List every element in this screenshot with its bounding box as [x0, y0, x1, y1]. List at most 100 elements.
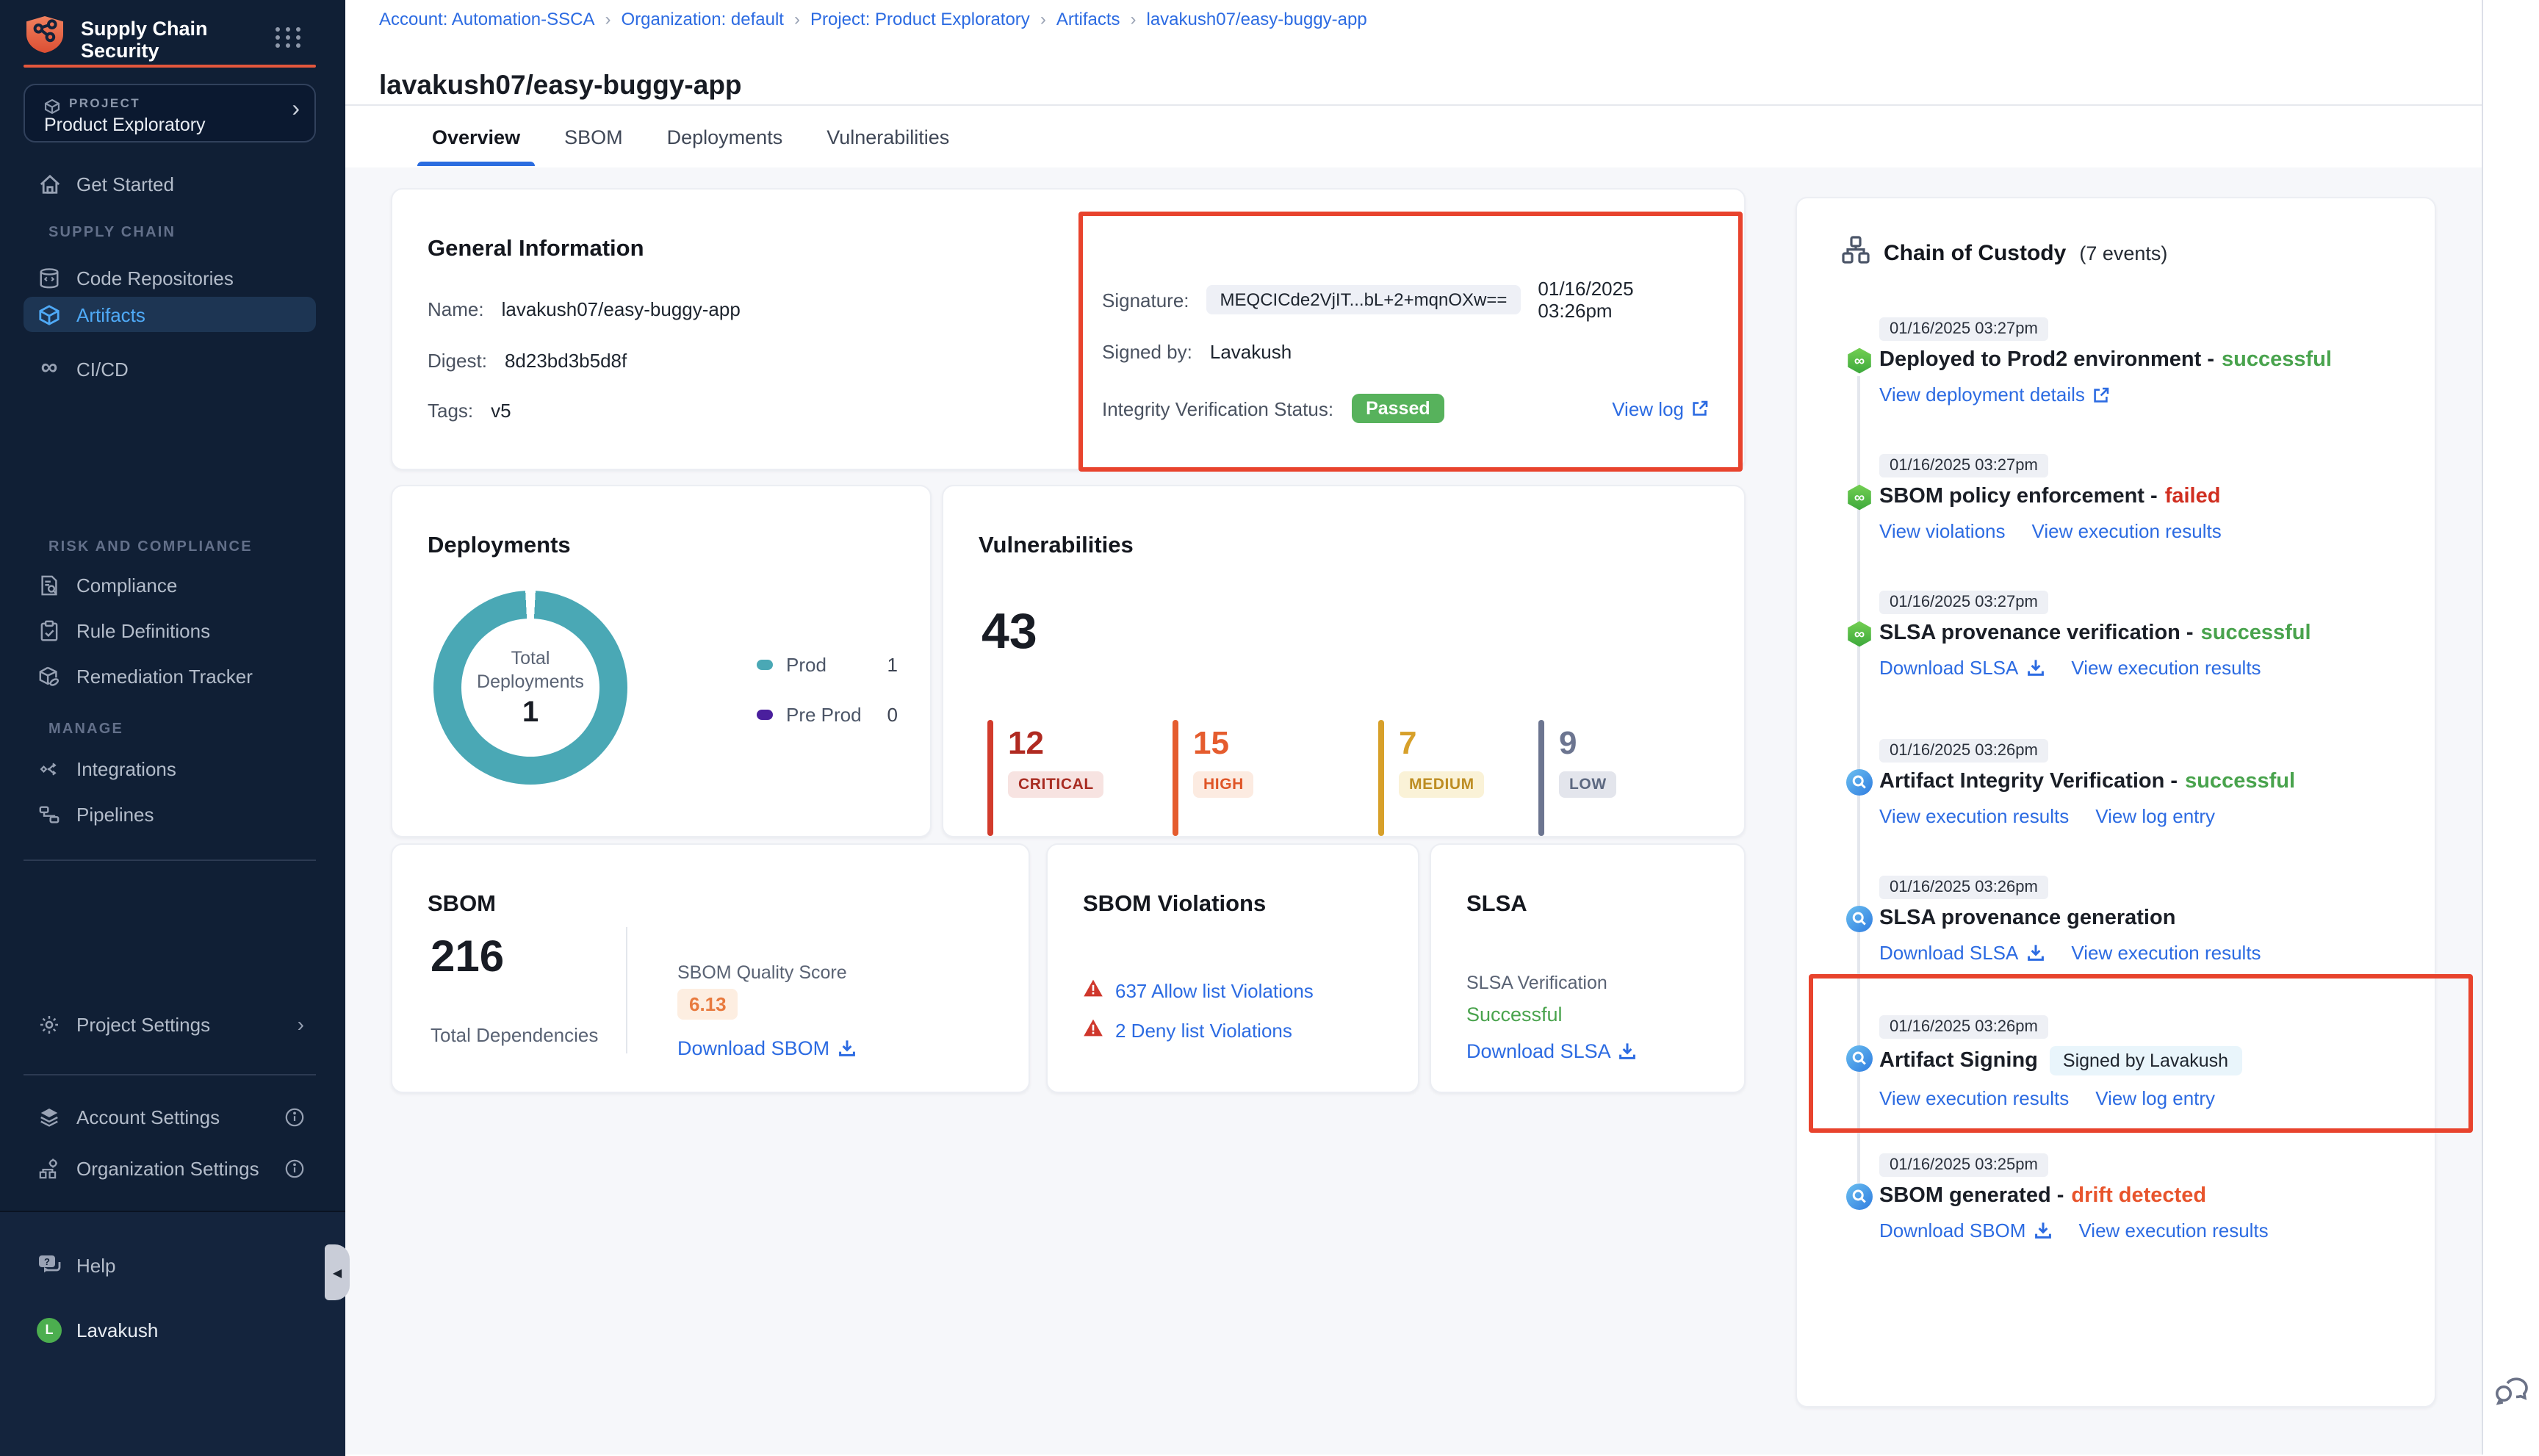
right-edge-panel	[2482, 0, 2539, 1455]
section-heading: SUPPLY CHAIN	[48, 225, 176, 241]
breadcrumb-separator: ›	[605, 9, 611, 29]
sidebar-user[interactable]: L Lavakush	[24, 1312, 316, 1347]
chain-event: 01/16/2025 03:27pmSBOM policy enforcemen…	[1879, 451, 2423, 542]
pipeline-icon	[37, 803, 62, 825]
sidebar: Supply Chain Security PROJECT Product Ex…	[0, 0, 345, 1455]
severity-bar	[987, 720, 993, 836]
warning-icon	[1083, 979, 1103, 1002]
general-info-field: Tags:v5	[428, 398, 511, 422]
sidebar-item-label: Project Settings	[76, 1013, 210, 1035]
tab-deployments[interactable]: Deployments	[664, 120, 786, 166]
sidebar-divider	[24, 1074, 316, 1075]
sidebar-item-get-started[interactable]: Get Started	[24, 166, 316, 201]
header-divider	[345, 104, 2482, 106]
event-status: drift detected	[2071, 1184, 2206, 1208]
event-link-view-deployment-details[interactable]: View deployment details	[1879, 383, 2110, 406]
event-link-view-execution-results[interactable]: View execution results	[1879, 805, 2069, 827]
event-link-view-execution-results[interactable]: View execution results	[2071, 942, 2261, 964]
cube-icon	[37, 303, 62, 325]
card-title: SLSA	[1466, 892, 1527, 918]
violation-row: 637 Allow list Violations	[1083, 979, 1314, 1002]
breadcrumb-link[interactable]: Artifacts	[1056, 9, 1120, 29]
sidebar-item-project-settings[interactable]: Project Settings ›	[24, 1006, 316, 1042]
violation-link[interactable]: 2 Deny list Violations	[1115, 1019, 1292, 1041]
event-link-view-violations[interactable]: View violations	[1879, 520, 2006, 542]
breadcrumb-link[interactable]: Organization: default	[622, 9, 785, 29]
legend-item: Pre Prod0	[757, 702, 898, 726]
field-label: Name:	[428, 298, 484, 320]
event-link-view-execution-results[interactable]: View execution results	[2032, 520, 2222, 542]
event-link-view-log-entry[interactable]: View log entry	[2095, 1087, 2215, 1109]
breadcrumb-separator: ›	[1040, 9, 1046, 29]
sidebar-item-pipelines[interactable]: Pipelines	[24, 796, 316, 832]
event-timestamp: 01/16/2025 03:27pm	[1879, 591, 2048, 614]
card-title: Vulnerabilities	[979, 533, 1134, 560]
severity-badge: MEDIUM	[1399, 771, 1485, 798]
overview-content: General Information Name:lavakush07/easy…	[345, 167, 2482, 1455]
support-chat-icon[interactable]	[2492, 1371, 2530, 1416]
breadcrumb-link[interactable]: Project: Product Exploratory	[810, 9, 1030, 29]
event-link-download-sbom[interactable]: Download SBOM	[1879, 1219, 2052, 1241]
chevron-right-icon: ›	[292, 97, 300, 123]
chain-event: 01/16/2025 03:26pmArtifact Integrity Ver…	[1879, 736, 2423, 827]
repository-icon	[37, 267, 62, 289]
event-link-view-execution-results[interactable]: View execution results	[1879, 1087, 2069, 1109]
sidebar-item-label: Get Started	[76, 173, 174, 195]
sidebar-item-organization-settings[interactable]: Organization Settings	[24, 1150, 316, 1186]
project-selector[interactable]: PROJECT Product Exploratory ›	[24, 84, 316, 143]
section-heading: MANAGE	[48, 721, 123, 738]
sidebar-item-artifacts[interactable]: Artifacts	[24, 297, 316, 332]
card-title: SBOM	[428, 892, 496, 918]
breadcrumb-link[interactable]: lavakush07/easy-buggy-app	[1147, 9, 1367, 29]
sidebar-collapse-handle[interactable]: ◀	[325, 1244, 350, 1300]
field-value: lavakush07/easy-buggy-app	[502, 298, 741, 320]
avatar: L	[37, 1317, 62, 1342]
severity-bar	[1538, 720, 1544, 836]
event-link-view-log-entry[interactable]: View log entry	[2095, 805, 2215, 827]
event-link-download-slsa[interactable]: Download SLSA	[1879, 942, 2045, 964]
sidebar-item-compliance[interactable]: Compliance	[24, 567, 316, 602]
severity-critical: 12CRITICAL	[987, 720, 1104, 836]
download-sbom-link[interactable]: Download SBOM	[677, 1037, 856, 1059]
event-link-view-execution-results[interactable]: View execution results	[2071, 657, 2261, 679]
svg-text:∞: ∞	[1854, 627, 1865, 643]
view-log-link[interactable]: View log	[1612, 397, 1709, 419]
info-icon[interactable]	[285, 1107, 304, 1126]
app-logo-shield-icon	[22, 15, 68, 62]
sidebar-item-cicd[interactable]: ∞ CI/CD	[24, 351, 316, 386]
apps-grid-icon[interactable]	[275, 26, 301, 56]
violation-link[interactable]: 637 Allow list Violations	[1115, 979, 1314, 1001]
info-icon[interactable]	[285, 1158, 304, 1178]
severity-count: 9	[1559, 726, 1617, 761]
sitemap-icon	[1841, 235, 1870, 272]
user-name: Lavakush	[76, 1319, 158, 1341]
deployments-card: Deployments Total Deployments 1 Prod1Pre…	[391, 485, 932, 837]
tab-sbom[interactable]: SBOM	[561, 120, 626, 166]
sidebar-item-rule-definitions[interactable]: Rule Definitions	[24, 613, 316, 648]
event-timestamp: 01/16/2025 03:25pm	[1879, 1153, 2048, 1177]
tab-overview[interactable]: Overview	[429, 120, 523, 166]
sidebar-item-integrations[interactable]: Integrations	[24, 751, 316, 786]
sidebar-item-label: Remediation Tracker	[76, 665, 253, 687]
slsa-status: Successful	[1466, 1003, 1563, 1026]
sidebar-item-code-repositories[interactable]: Code Repositories	[24, 260, 316, 295]
project-name: Product Exploratory	[44, 115, 206, 135]
donut-center: Total Deployments 1	[433, 591, 627, 785]
event-title: Artifact Signing	[1879, 1049, 2038, 1073]
field-value: 8d23bd3b5d8f	[505, 349, 627, 371]
chain-event: 01/16/2025 03:25pmSBOM generated -drift …	[1879, 1150, 2423, 1241]
tab-vulnerabilities[interactable]: Vulnerabilities	[824, 120, 952, 166]
download-slsa-link[interactable]: Download SLSA	[1466, 1040, 1638, 1062]
event-title: SLSA provenance generation	[1879, 907, 2175, 930]
legend-count: 1	[887, 653, 898, 675]
sidebar-item-account-settings[interactable]: Account Settings	[24, 1099, 316, 1134]
event-link-view-execution-results[interactable]: View execution results	[2078, 1219, 2268, 1241]
event-link-download-slsa[interactable]: Download SLSA	[1879, 657, 2045, 679]
scan-event-icon	[1845, 905, 1873, 933]
main-content: Account: Automation-SSCA › Organization: d…	[345, 0, 2482, 1455]
donut-center-label: Total Deployments	[463, 646, 598, 693]
layers-icon	[37, 1106, 62, 1128]
breadcrumb-link[interactable]: Account: Automation-SSCA	[379, 9, 595, 29]
sidebar-item-help[interactable]: ? Help	[24, 1247, 316, 1283]
sidebar-item-remediation-tracker[interactable]: Remediation Tracker	[24, 658, 316, 693]
